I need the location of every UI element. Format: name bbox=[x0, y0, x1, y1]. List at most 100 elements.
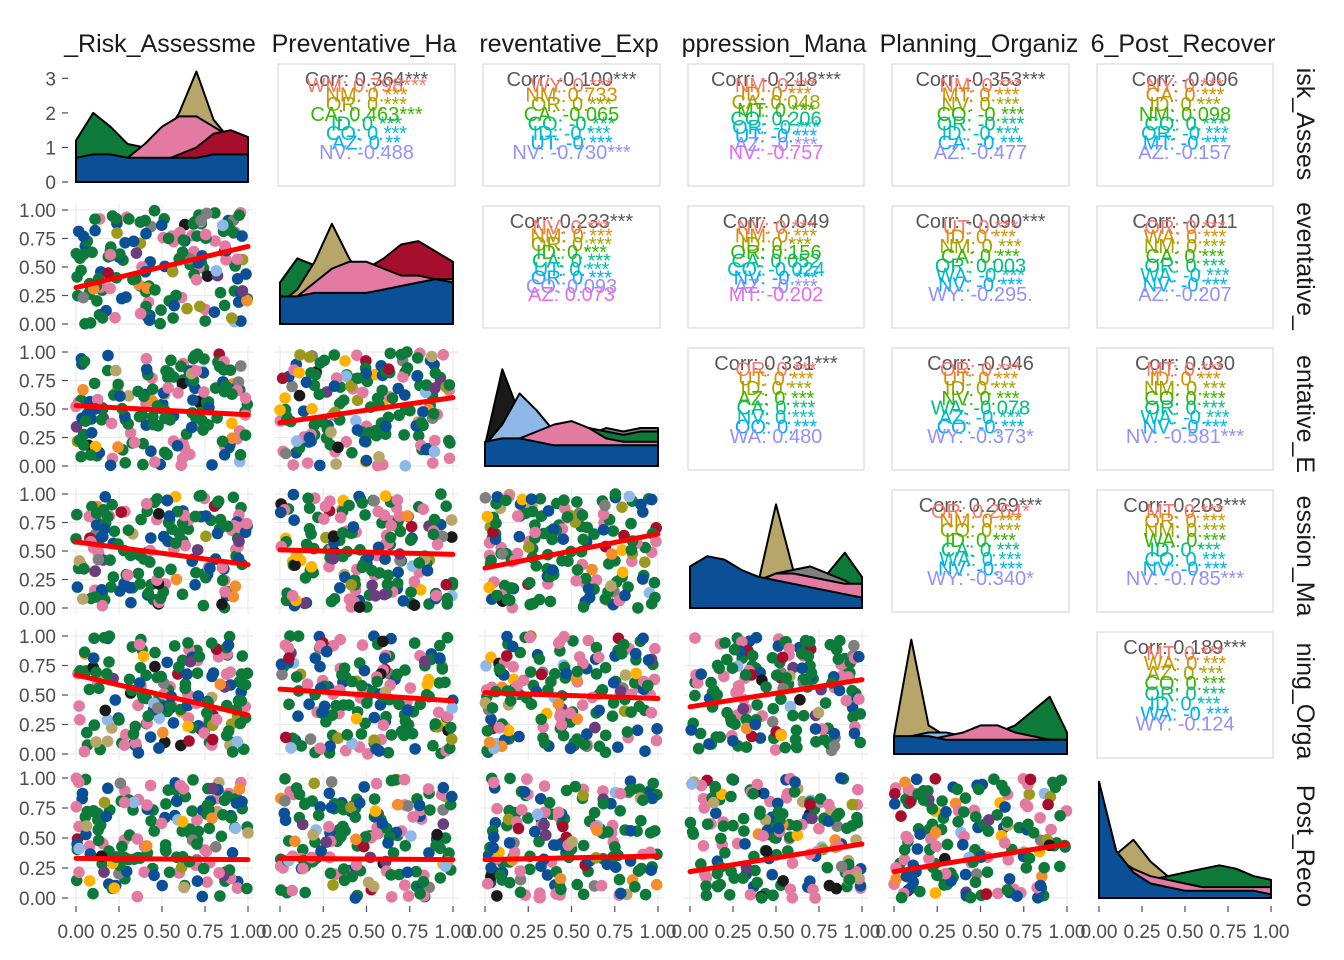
x-tick-label: 0.50 bbox=[348, 922, 385, 943]
scatter-point bbox=[951, 783, 964, 796]
scatter-point bbox=[220, 668, 233, 680]
scatter-point bbox=[382, 363, 395, 376]
panel bbox=[279, 222, 454, 325]
scatter-point bbox=[350, 833, 362, 846]
scatter-point bbox=[701, 818, 714, 830]
scatter-point bbox=[99, 704, 112, 717]
scatter-point bbox=[491, 802, 503, 815]
scatter-point bbox=[170, 573, 183, 586]
correlation-overall-label: Corr: -0.049 bbox=[723, 211, 830, 233]
correlation-group-label: CA: 0.*** bbox=[1146, 246, 1225, 268]
scatter-point bbox=[210, 841, 222, 853]
scatter-point bbox=[501, 650, 513, 662]
x-tick-label: 0.00 bbox=[467, 922, 504, 943]
scatter-point bbox=[206, 733, 219, 746]
scatter-point bbox=[637, 794, 649, 806]
correlation-box bbox=[687, 347, 865, 471]
scatter-point bbox=[324, 740, 336, 752]
row-strip-label: eventative_ bbox=[1291, 202, 1319, 331]
scatter-point bbox=[83, 683, 96, 696]
x-tick-label: 0.75 bbox=[1210, 922, 1247, 943]
correlation-group-label: WA: -0.078 bbox=[931, 397, 1030, 419]
scatter-point bbox=[301, 678, 314, 690]
scatter-point bbox=[769, 744, 782, 756]
scatter-point bbox=[339, 355, 351, 367]
correlation-group-label: WM: 0.798*** bbox=[306, 75, 426, 97]
scatter-point bbox=[593, 740, 606, 753]
scatter-point bbox=[1023, 852, 1036, 864]
scatter-point bbox=[187, 774, 199, 786]
scatter-point bbox=[397, 371, 409, 383]
scatter-point bbox=[602, 826, 614, 838]
scatter-point bbox=[737, 703, 749, 715]
scatter-point bbox=[535, 713, 547, 726]
y-tick-label: 0.75 bbox=[19, 657, 56, 678]
scatter-point bbox=[835, 772, 847, 784]
scatter-point bbox=[356, 679, 368, 692]
scatter-point bbox=[314, 660, 326, 673]
scatter-point bbox=[791, 741, 803, 754]
scatter-point bbox=[399, 840, 412, 852]
scatter-point bbox=[193, 650, 206, 663]
scatter-point bbox=[323, 821, 335, 833]
scatter-point bbox=[422, 673, 435, 686]
scatter-point bbox=[109, 311, 121, 324]
scatter-point bbox=[535, 668, 548, 681]
correlation-group-label: CA: -0.*** bbox=[938, 133, 1024, 155]
scatter-point bbox=[385, 869, 397, 881]
scatter-point bbox=[96, 599, 109, 612]
panel bbox=[75, 70, 249, 183]
scatter-point bbox=[309, 652, 322, 664]
correlation-overall-label: Corr: -0.011 bbox=[1132, 211, 1237, 233]
scatter-point bbox=[163, 866, 176, 879]
x-tick-label: 0.25 bbox=[305, 922, 342, 943]
correlation-group-label: CO: -0.*** bbox=[937, 104, 1025, 126]
scatter-point bbox=[485, 713, 497, 725]
panel bbox=[70, 488, 254, 614]
scatter-point bbox=[595, 879, 608, 892]
scatter-point bbox=[726, 773, 738, 785]
x-tick-label: 1.00 bbox=[230, 922, 267, 943]
scatter-point bbox=[567, 635, 579, 647]
scatter-point bbox=[481, 725, 494, 737]
scatter-point bbox=[287, 488, 300, 501]
scatter-point bbox=[209, 235, 221, 247]
scatter-point bbox=[233, 209, 245, 221]
panel bbox=[479, 488, 664, 614]
correlation-group-label: NM: 0.*** bbox=[939, 236, 1021, 258]
scatter-point bbox=[350, 712, 363, 725]
scatter-point bbox=[534, 793, 547, 805]
scatter-point bbox=[645, 707, 658, 719]
scatter-point bbox=[124, 427, 137, 439]
scatter-point bbox=[501, 630, 513, 643]
scatter-point bbox=[413, 799, 426, 812]
scatter-point bbox=[382, 411, 395, 424]
scatter-point bbox=[203, 822, 216, 835]
scatter-point bbox=[493, 722, 506, 734]
correlation-group-label: WA: -0.*** bbox=[936, 265, 1025, 287]
scatter-point bbox=[443, 452, 456, 465]
scatter-point bbox=[78, 563, 90, 575]
scatter-point bbox=[790, 820, 803, 832]
scatter-point bbox=[175, 360, 187, 373]
y-tick-label: 1.00 bbox=[19, 343, 56, 364]
scatter-point bbox=[303, 431, 316, 444]
correlation-group-label: MT: 0.*** bbox=[1146, 501, 1224, 523]
scatter-point bbox=[137, 458, 149, 471]
scatter-point bbox=[582, 634, 595, 647]
scatter-point bbox=[207, 782, 219, 795]
scatter-point bbox=[122, 524, 135, 536]
scatter-point bbox=[159, 412, 171, 425]
scatter-point bbox=[152, 420, 164, 432]
scatter-point bbox=[991, 809, 1003, 821]
scatter-point bbox=[163, 366, 175, 379]
scatter-point bbox=[807, 883, 819, 896]
scatter-point bbox=[616, 648, 628, 660]
scatter-point bbox=[557, 533, 570, 545]
scatter-point bbox=[113, 714, 125, 726]
scatter-point bbox=[645, 864, 657, 876]
scatter-point bbox=[488, 831, 500, 843]
correlation-group-label: NM: 0.*** bbox=[1144, 236, 1226, 258]
scatter-point bbox=[231, 735, 243, 748]
